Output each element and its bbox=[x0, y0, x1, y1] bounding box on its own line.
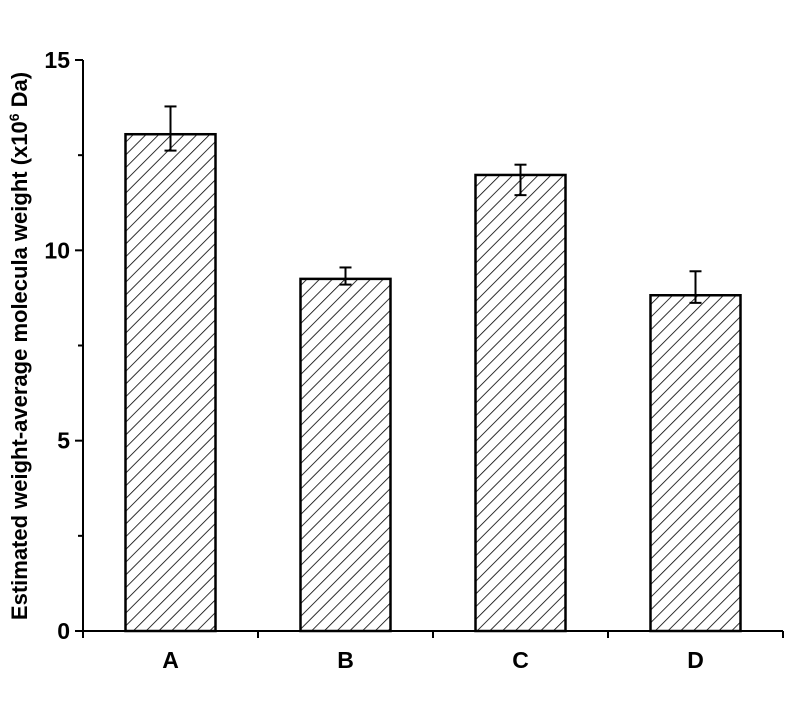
y-tick-label-5: 5 bbox=[57, 428, 70, 454]
x-tick-label-B: B bbox=[337, 647, 354, 673]
y-tick-label-15: 15 bbox=[44, 47, 70, 73]
x-tick-label-D: D bbox=[687, 647, 704, 673]
y-ticks-layer: 0 5 10 15 bbox=[44, 47, 83, 644]
bar-B bbox=[299, 277, 392, 633]
y-axis-label-prefix: Estimated weight-average molecula weight… bbox=[7, 121, 32, 620]
error-bars-layer bbox=[164, 105, 702, 304]
x-tick-label-A: A bbox=[162, 647, 179, 673]
y-axis-label-exponent: 6 bbox=[6, 113, 22, 121]
bar-C bbox=[474, 173, 567, 633]
bars-layer bbox=[124, 132, 742, 633]
x-tick-label-C: C bbox=[512, 647, 529, 673]
bar-A bbox=[124, 132, 217, 633]
x-ticks-layer: A B C D bbox=[82, 631, 784, 673]
y-axis-label-suffix: Da) bbox=[7, 72, 32, 114]
y-axis-label: Estimated weight-average molecula weight… bbox=[6, 72, 32, 620]
bar-D bbox=[649, 294, 742, 633]
y-tick-label-10: 10 bbox=[44, 237, 70, 263]
y-tick-label-0: 0 bbox=[57, 618, 70, 644]
